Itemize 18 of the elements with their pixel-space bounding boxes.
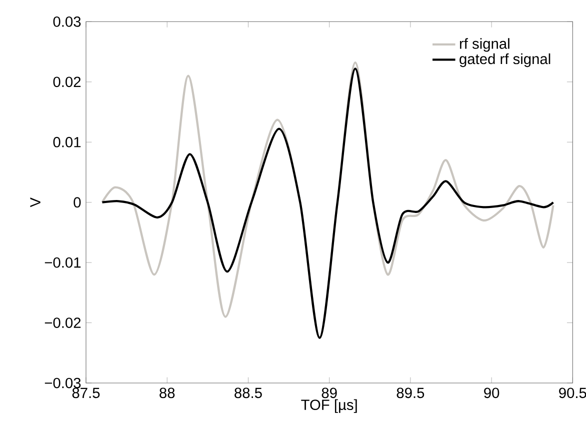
x-tick-label: 88.5 <box>234 388 262 398</box>
x-tick-label: 88 <box>160 388 175 398</box>
x-axis-title: TOF [µs] <box>301 399 357 413</box>
x-tick-label: 89 <box>322 388 337 398</box>
y-tick-label: −0.01 <box>44 257 81 268</box>
y-tick-label: 0.01 <box>53 136 81 148</box>
x-tick-label: 89.5 <box>396 388 424 398</box>
y-tick-label: −0.02 <box>44 318 81 328</box>
legend-label: gated rf signal <box>460 53 550 68</box>
legend-label: rf signal <box>460 38 510 52</box>
y-axis-title: V <box>30 198 40 208</box>
y-tick-label: 0.03 <box>53 16 81 27</box>
x-tick-label: 90.5 <box>559 388 586 398</box>
x-tick-label: 87.5 <box>72 388 100 398</box>
x-tick-label: 90 <box>484 388 500 398</box>
y-tick-label: −0.03 <box>44 378 81 388</box>
y-tick-label: 0.02 <box>53 76 81 88</box>
y-tick-label: 0 <box>74 197 81 208</box>
